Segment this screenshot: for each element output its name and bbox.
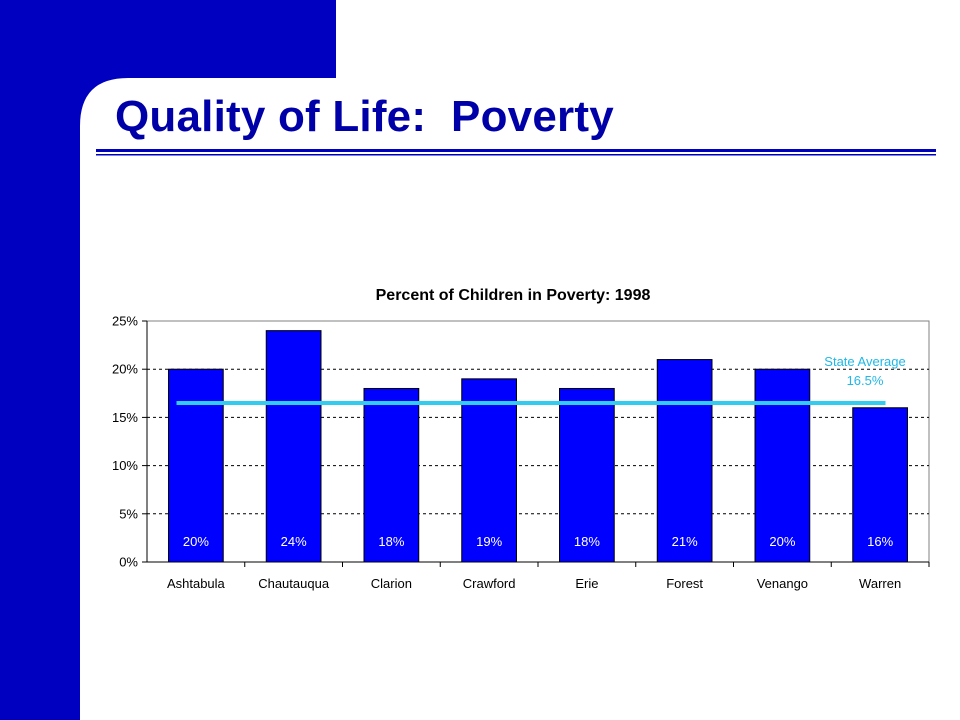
data-label: 16% bbox=[867, 534, 893, 549]
title-rule-thick bbox=[96, 149, 936, 152]
data-label: 18% bbox=[378, 534, 404, 549]
category-label: Warren bbox=[859, 576, 901, 591]
data-label: 19% bbox=[476, 534, 502, 549]
bar bbox=[265, 330, 322, 563]
y-tick-label: 5% bbox=[119, 506, 138, 521]
plot-area-frame bbox=[146, 320, 930, 563]
y-tick-label: 15% bbox=[112, 410, 138, 425]
y-tick-label: 20% bbox=[112, 362, 138, 377]
y-tick-label: 0% bbox=[119, 555, 138, 570]
left-banner bbox=[0, 0, 336, 720]
bar bbox=[461, 378, 517, 563]
category-label: Chautauqua bbox=[258, 576, 330, 591]
bar bbox=[363, 387, 420, 563]
bar bbox=[559, 387, 615, 563]
data-label: 21% bbox=[672, 534, 698, 549]
bar bbox=[656, 359, 713, 563]
data-label: 18% bbox=[574, 534, 600, 549]
category-label: Clarion bbox=[371, 576, 412, 591]
data-label: 20% bbox=[183, 534, 209, 549]
category-label: Forest bbox=[666, 576, 703, 591]
title-rule-thin bbox=[96, 154, 936, 156]
slide-title: Quality of Life: Poverty bbox=[115, 92, 614, 141]
data-label: 24% bbox=[281, 534, 307, 549]
chart-title: Percent of Children in Poverty: 1998 bbox=[376, 287, 651, 304]
state-average-label: State Average bbox=[824, 354, 905, 369]
y-tick-label: 25% bbox=[112, 314, 138, 329]
y-tick-label: 10% bbox=[112, 458, 138, 473]
state-average-value: 16.5% bbox=[847, 373, 884, 388]
category-label: Ashtabula bbox=[167, 576, 226, 591]
bar bbox=[852, 407, 908, 563]
data-label: 20% bbox=[769, 534, 795, 549]
category-label: Crawford bbox=[463, 576, 516, 591]
category-label: Venango bbox=[757, 576, 808, 591]
category-label: Erie bbox=[575, 576, 598, 591]
